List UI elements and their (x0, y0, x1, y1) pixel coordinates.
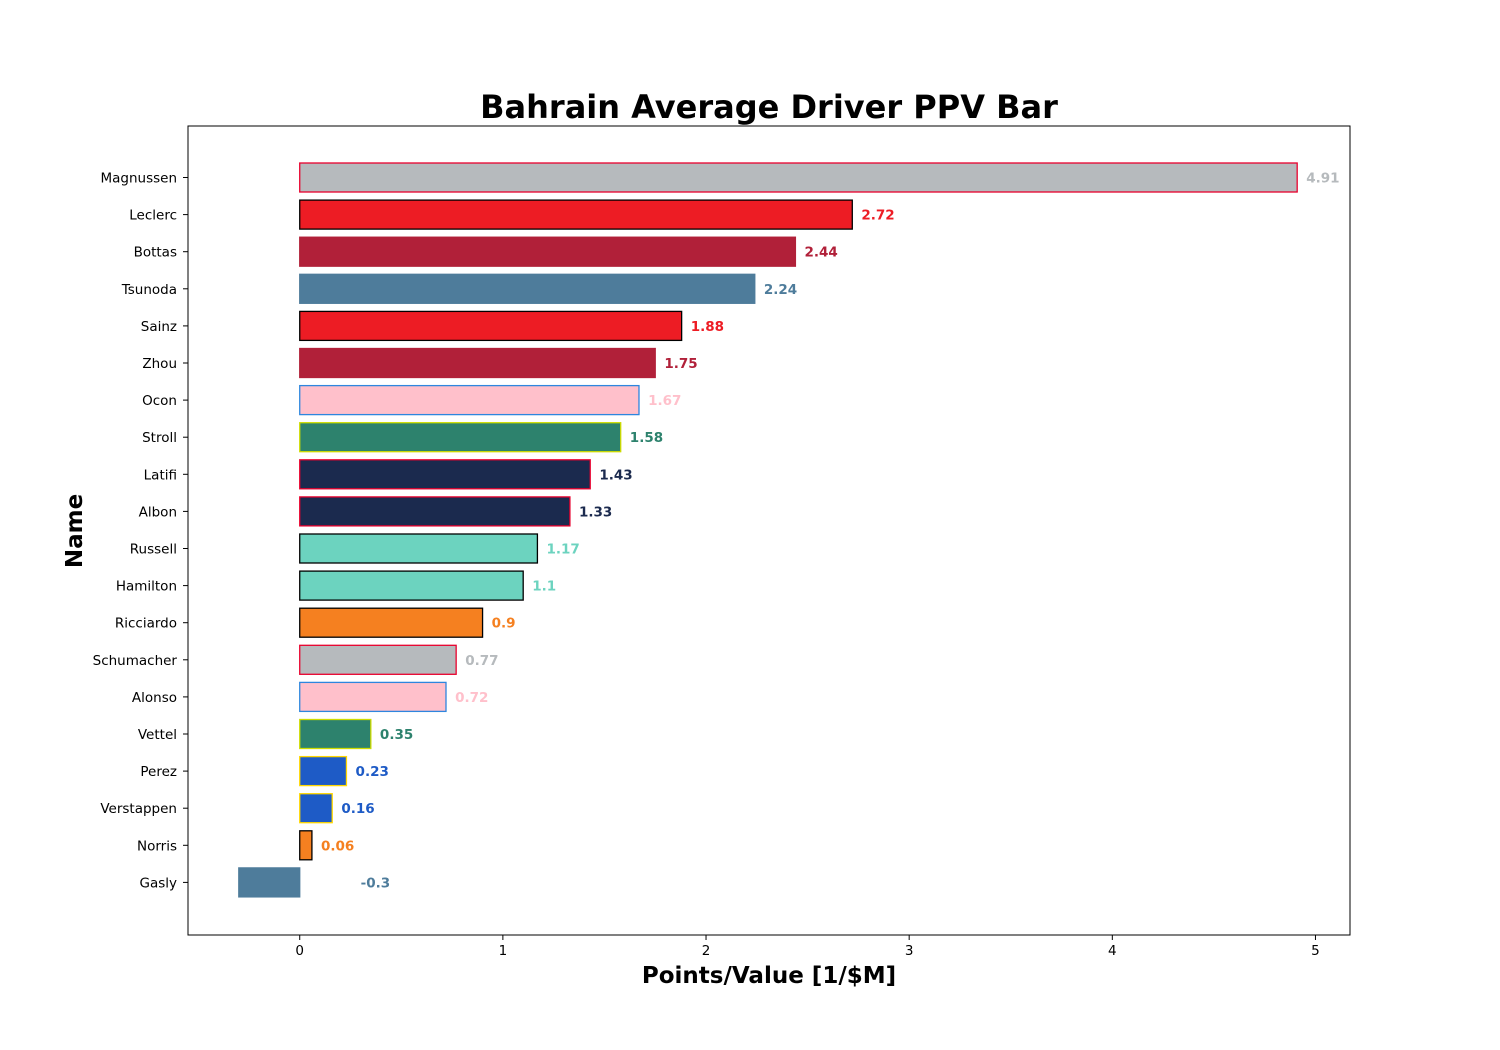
bars-layer: 4.91 2.72 2.44 2.24 1.88 1.75 1.67 1.58 1.43 1.33… (238, 162, 1340, 898)
bar-ocon (299, 384, 640, 416)
y-tick-label-magnussen: Magnussen (100, 171, 177, 187)
bar-alonso (299, 681, 447, 713)
bar-schumacher (299, 644, 457, 675)
bar-tsunoda (299, 273, 756, 304)
bar-leclerc (299, 199, 853, 230)
y-tick-label-tsunoda: Tsunoda (121, 282, 177, 298)
y-tick-label-sainz: Sainz (141, 319, 177, 335)
value-label-russell: 1.17 (547, 542, 580, 558)
y-tick-label-perez: Perez (140, 764, 177, 780)
x-tick-label-1: 1 (499, 943, 508, 959)
x-tick-label-4: 4 (1108, 943, 1117, 959)
value-label-vettel: 0.35 (380, 727, 413, 743)
bar-norris (299, 830, 313, 861)
bar-hamilton (299, 570, 524, 601)
value-label-gasly: -0.3 (361, 875, 391, 891)
x-tick-label-5: 5 (1311, 943, 1320, 959)
y-tick-label-schumacher: Schumacher (93, 653, 178, 669)
value-label-zhou: 1.75 (664, 356, 697, 372)
y-tick-label-ocon: Ocon (142, 393, 177, 409)
bar-magnussen (299, 162, 1298, 193)
value-label-magnussen: 4.91 (1306, 171, 1339, 187)
bar-perez (299, 755, 348, 787)
y-tick-label-stroll: Stroll (142, 430, 177, 446)
value-label-ricciardo: 0.9 (492, 616, 516, 632)
value-label-hamilton: 1.1 (532, 579, 556, 595)
y-tick-label-ricciardo: Ricciardo (115, 616, 177, 632)
y-tick-label-latifi: Latifi (144, 467, 177, 483)
bar-verstappen (299, 793, 333, 824)
y-tick-label-vettel: Vettel (138, 727, 177, 743)
y-tick-label-leclerc: Leclerc (129, 208, 177, 224)
x-tick-label-3: 3 (905, 943, 914, 959)
y-tick-label-alonso: Alonso (132, 690, 177, 706)
bar-ricciardo (299, 607, 484, 638)
y-tick-label-bottas: Bottas (134, 245, 177, 261)
value-label-ocon: 1.67 (648, 393, 681, 409)
y-tick-label-norris: Norris (137, 838, 177, 854)
y-tick-label-gasly: Gasly (139, 875, 177, 891)
bar-albon (299, 496, 571, 527)
value-label-latifi: 1.43 (599, 467, 632, 483)
x-tick-label-2: 2 (702, 943, 711, 959)
bar-gasly (238, 867, 301, 898)
value-label-bottas: 2.44 (805, 245, 838, 261)
bar-vettel (299, 718, 372, 750)
value-label-norris: 0.06 (321, 838, 354, 854)
value-label-stroll: 1.58 (630, 430, 663, 446)
y-tick-label-albon: Albon (139, 504, 177, 520)
value-label-tsunoda: 2.24 (764, 282, 797, 298)
value-label-verstappen: 0.16 (341, 801, 374, 817)
value-label-leclerc: 2.72 (861, 208, 894, 224)
plot-frame (187, 125, 1351, 936)
y-tick-label-zhou: Zhou (142, 356, 177, 372)
chart-title: Bahrain Average Driver PPV Bar (480, 88, 1058, 126)
value-label-perez: 0.23 (356, 764, 389, 780)
bar-zhou (299, 347, 656, 379)
bar-stroll (299, 422, 622, 453)
y-axis-label: Name (62, 494, 88, 568)
bar-sainz (299, 310, 683, 342)
y-tick-label-hamilton: Hamilton (116, 579, 177, 595)
x-tick-label-0: 0 (295, 943, 304, 959)
y-tick-label-russell: Russell (130, 542, 177, 558)
value-label-schumacher: 0.77 (465, 653, 498, 669)
ticks-layer: Magnussen Leclerc Bottas Tsunoda Sainz Zhou Oc… (93, 171, 1320, 960)
bar-russell (299, 533, 539, 564)
bar-latifi (299, 459, 591, 490)
y-tick-label-verstappen: Verstappen (100, 801, 177, 817)
x-axis-label: Points/Value [1/$M] (642, 963, 896, 989)
value-label-albon: 1.33 (579, 504, 612, 520)
value-label-sainz: 1.88 (691, 319, 724, 335)
value-label-alonso: 0.72 (455, 690, 488, 706)
bar-bottas (299, 236, 797, 267)
